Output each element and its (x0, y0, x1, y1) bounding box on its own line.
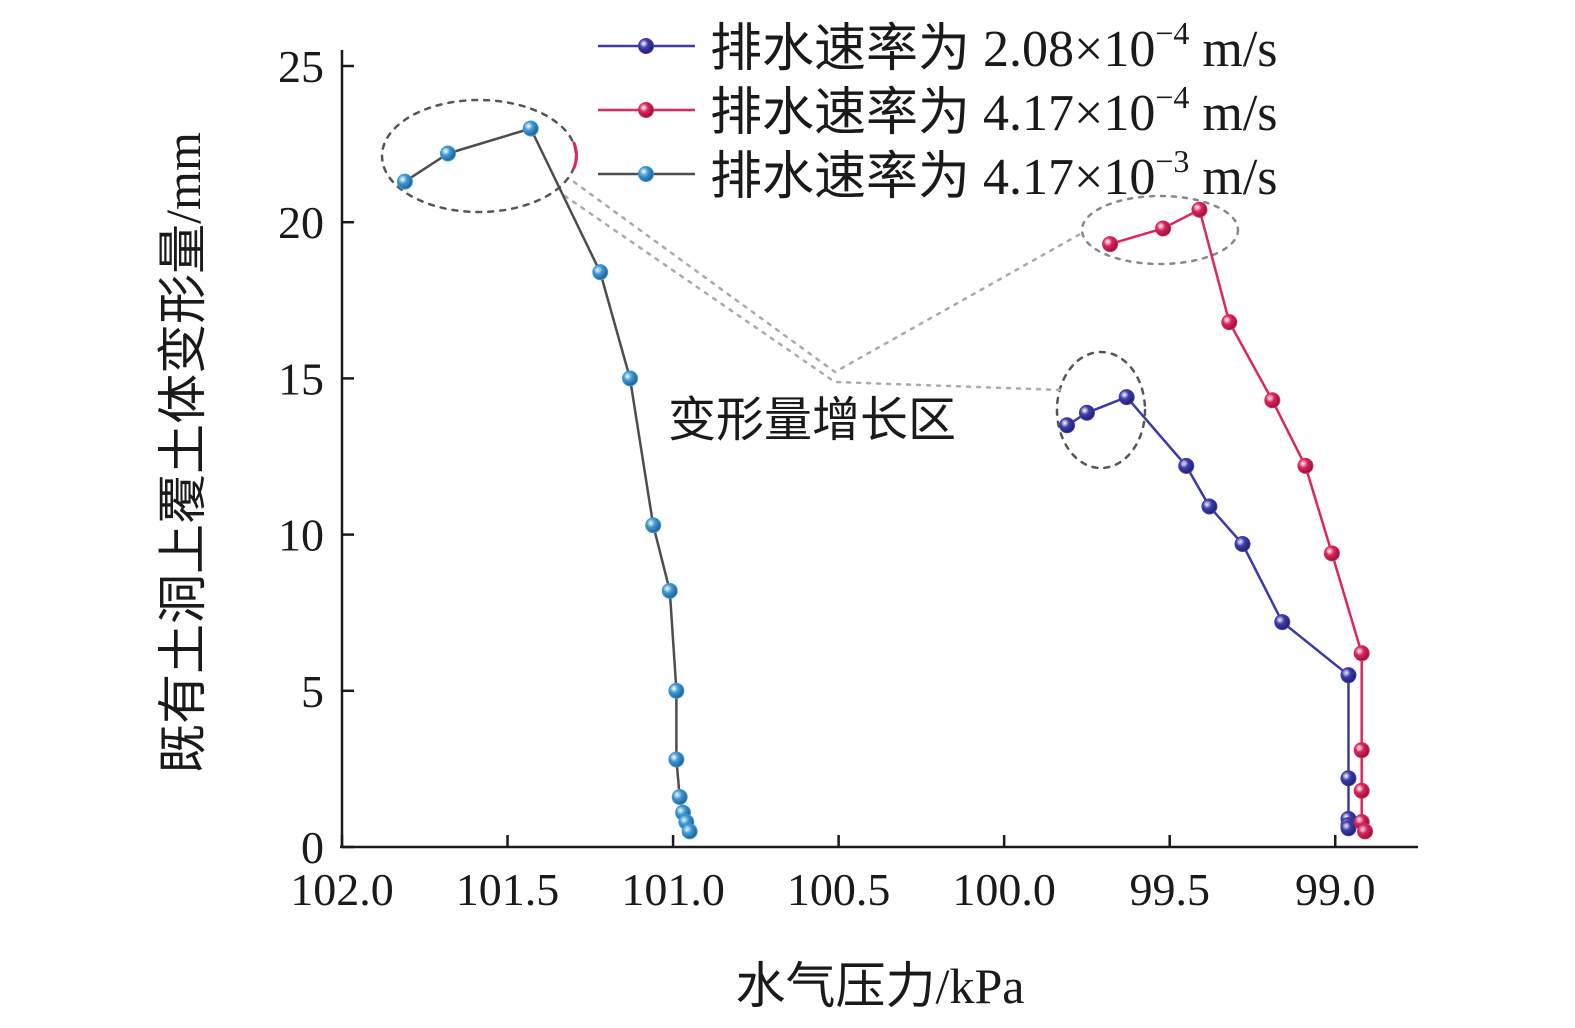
legend-item-3: 排水速率为 4.17×10−3 m/s (598, 143, 1278, 206)
x-tick-label: 101.5 (456, 864, 560, 915)
connector-line-upper (572, 180, 1084, 374)
legend-label: 排水速率为 2.08×10−4 m/s (710, 15, 1278, 78)
series-1-point (1059, 417, 1076, 434)
legend-label-exponent: −4 (1155, 79, 1189, 115)
x-axis-title: 水气压力/kPa (736, 958, 1025, 1014)
series-1-point (1201, 498, 1218, 515)
legend-marker (638, 38, 654, 54)
legend-item-2: 排水速率为 4.17×10−4 m/s (598, 79, 1278, 142)
series-3-point (622, 370, 639, 387)
series-2-point (1357, 823, 1374, 840)
legend-label: 排水速率为 4.17×10−4 m/s (710, 79, 1278, 142)
series-3-point (668, 751, 685, 768)
legend-label-value: 4.17×10 (983, 85, 1155, 142)
series-line-2 (1109, 208, 1367, 832)
legend-marker (638, 166, 654, 182)
series-layer (396, 120, 1374, 840)
series-1-point (1078, 404, 1095, 421)
series-3-point (671, 789, 688, 806)
x-tick-label: 100.0 (952, 864, 1056, 915)
series-2-point (1353, 782, 1370, 799)
y-tick-label: 25 (278, 41, 324, 92)
legend-label-unit: m/s (1189, 149, 1277, 206)
y-tick-label: 0 (301, 822, 324, 873)
legend-label-value: 2.08×10 (983, 21, 1155, 78)
series-2-point (1353, 742, 1370, 759)
series-1-point (1340, 820, 1357, 837)
series-3-point (522, 120, 539, 137)
x-tick-label: 101.0 (621, 864, 725, 915)
y-tick-label: 10 (278, 510, 324, 561)
series-3-point (681, 823, 698, 840)
series-1-point (1340, 770, 1357, 787)
x-tick-label: 102.0 (290, 864, 394, 915)
series-2-point (1264, 392, 1281, 409)
series-2-point (1297, 457, 1314, 474)
x-ticks: 102.0 101.5 101.0 100.5 100.0 99.5 99.0 (290, 835, 1375, 915)
series-3-point (396, 173, 413, 190)
x-tick-label: 99.0 (1295, 864, 1376, 915)
x-tick-label: 99.5 (1129, 864, 1210, 915)
y-tick-label: 15 (278, 353, 324, 404)
axes (340, 50, 1418, 849)
legend-label-prefix: 排水速率为 (710, 149, 983, 206)
series-3 (396, 120, 698, 840)
series-3-point (645, 517, 662, 534)
series-2 (1102, 201, 1374, 840)
series-3-point (661, 582, 678, 599)
series-2-point (1102, 236, 1119, 253)
series-2-point (1323, 545, 1340, 562)
legend-label-prefix: 排水速率为 (710, 85, 983, 142)
highlight-ellipse-left (380, 98, 578, 214)
legend-label-unit: m/s (1189, 21, 1277, 78)
series-1-point (1178, 457, 1195, 474)
legend-label-exponent: −3 (1155, 143, 1189, 179)
legend-label: 排水速率为 4.17×10−3 m/s (710, 143, 1278, 206)
legend-label-prefix: 排水速率为 (710, 21, 983, 78)
y-axis-title: 既有土洞上覆土体变形量/mm (155, 132, 211, 774)
series-1-point (1274, 614, 1291, 631)
series-1-point (1340, 667, 1357, 684)
y-tick-label: 20 (278, 197, 324, 248)
zoom-decorations (380, 98, 1240, 470)
y-ticks: 0 5 10 15 20 25 (278, 41, 354, 873)
highlight-ellipse-left-red-arc (572, 141, 578, 170)
growth-zone-annotation: 变形量增长区 (668, 394, 956, 447)
series-2-point (1155, 220, 1172, 237)
series-2-point (1221, 314, 1238, 331)
legend-marker (638, 102, 654, 118)
highlight-ellipse-right-bottom (1055, 350, 1147, 470)
legend-label-value: 4.17×10 (983, 149, 1155, 206)
x-tick-label: 100.5 (787, 864, 891, 915)
connector-line-lower (563, 194, 1064, 392)
series-3-point (668, 682, 685, 699)
legend-label-unit: m/s (1189, 85, 1277, 142)
series-1 (1059, 389, 1357, 837)
series-2-point (1353, 645, 1370, 662)
series-3-point (439, 145, 456, 162)
series-3-point (592, 264, 609, 281)
series-1-point (1234, 535, 1251, 552)
legend-label-exponent: −4 (1155, 15, 1189, 51)
y-tick-label: 5 (301, 666, 324, 717)
legend-item-1: 排水速率为 2.08×10−4 m/s (598, 15, 1278, 78)
series-1-point (1118, 389, 1135, 406)
highlight-ellipse-right-top (1080, 194, 1240, 266)
series-2-point (1191, 201, 1208, 218)
